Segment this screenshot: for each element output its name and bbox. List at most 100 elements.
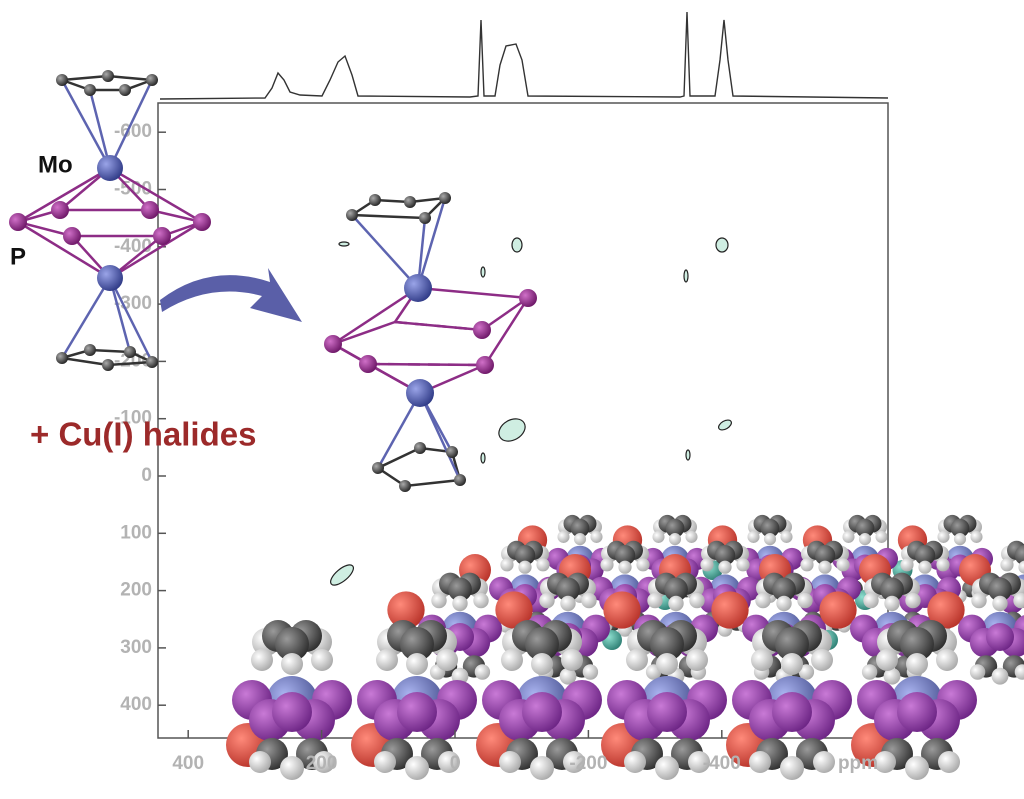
atom <box>475 664 490 679</box>
y-tick-label: 200 <box>120 580 152 601</box>
crystal-packing <box>226 515 1024 780</box>
atom <box>711 591 748 628</box>
atom <box>280 756 304 780</box>
atom <box>272 692 312 732</box>
atom <box>897 692 937 732</box>
atom <box>656 653 678 675</box>
x-tick-label: 400 <box>172 753 204 774</box>
atom <box>938 751 960 773</box>
atom <box>581 593 596 608</box>
atom <box>905 756 929 780</box>
atom <box>668 596 683 611</box>
atom <box>618 561 631 574</box>
atom <box>876 649 898 671</box>
molecule-product <box>324 192 537 492</box>
atom <box>452 596 467 611</box>
atom <box>652 531 664 543</box>
atom <box>557 531 569 543</box>
atom <box>700 558 713 571</box>
atom <box>918 561 931 574</box>
label-mo: Mo <box>38 151 73 178</box>
atom <box>992 596 1007 611</box>
y-tick-label: -600 <box>114 121 152 142</box>
atom <box>813 751 835 773</box>
atom <box>970 531 982 543</box>
atom <box>780 756 804 780</box>
atom <box>561 649 583 671</box>
atom <box>590 531 602 543</box>
atom <box>986 623 1014 651</box>
x-axis-unit: ppm <box>838 753 878 774</box>
label-p: P <box>10 243 26 270</box>
molecule-start <box>9 70 211 371</box>
atom <box>884 596 899 611</box>
atom <box>755 593 770 608</box>
y-tick-label: 0 <box>141 465 152 486</box>
atom <box>842 531 854 543</box>
atom <box>772 692 812 732</box>
atom <box>686 649 708 671</box>
atom <box>574 533 586 545</box>
atom <box>781 653 803 675</box>
atom <box>954 533 966 545</box>
atom <box>970 664 985 679</box>
atom <box>971 593 986 608</box>
atom <box>647 593 662 608</box>
atom <box>863 593 878 608</box>
atom <box>836 558 849 571</box>
atom <box>718 561 731 574</box>
atom <box>406 653 428 675</box>
x-tick-label: 200 <box>306 753 338 774</box>
atom <box>905 593 920 608</box>
atom <box>669 533 681 545</box>
atom <box>530 756 554 780</box>
atom <box>875 531 887 543</box>
atom <box>249 751 271 773</box>
atom <box>636 558 649 571</box>
atom <box>311 649 333 671</box>
atom <box>374 751 396 773</box>
y-tick-label: -400 <box>114 236 152 257</box>
atom <box>689 593 704 608</box>
atom <box>800 558 813 571</box>
atom <box>797 593 812 608</box>
atom <box>405 756 429 780</box>
atom <box>518 561 531 574</box>
atom <box>751 649 773 671</box>
y-tick-label: 100 <box>120 522 152 543</box>
projection-spectrum <box>160 12 888 99</box>
atom <box>936 558 949 571</box>
atom <box>436 649 458 671</box>
atom <box>560 596 575 611</box>
y-tick-label: 400 <box>120 694 152 715</box>
atom <box>862 664 877 679</box>
atom <box>1000 558 1013 571</box>
atom <box>736 558 749 571</box>
atom <box>603 591 640 628</box>
atom <box>749 751 771 773</box>
atom <box>376 649 398 671</box>
atom <box>431 593 446 608</box>
atom <box>251 649 273 671</box>
atom <box>937 531 949 543</box>
atom <box>818 561 831 574</box>
atom <box>936 649 958 671</box>
x-tick-label: 0 <box>450 753 461 774</box>
reaction-label: + Cu(I) halides <box>30 416 256 453</box>
atom <box>522 692 562 732</box>
x-tick-label: -200 <box>569 753 607 774</box>
atom <box>859 533 871 545</box>
atom <box>624 751 646 773</box>
atom <box>780 531 792 543</box>
atom <box>764 533 776 545</box>
atom <box>626 649 648 671</box>
atom <box>776 596 791 611</box>
atom <box>500 558 513 571</box>
y-tick-label: 300 <box>120 637 152 658</box>
atom <box>583 664 598 679</box>
reaction-arrow <box>160 268 302 322</box>
graphic: -600-500-400-300-200-1000100200300400 Mo… <box>0 0 1024 799</box>
atom <box>811 649 833 671</box>
atom <box>499 751 521 773</box>
x-tick-label: -400 <box>703 753 741 774</box>
